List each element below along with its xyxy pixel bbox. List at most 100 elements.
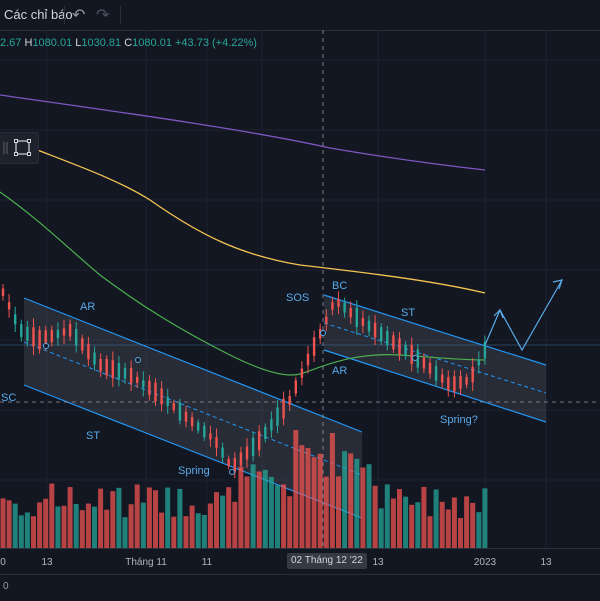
- projection-path[interactable]: [484, 279, 563, 352]
- candle-body: [251, 437, 255, 457]
- volume-bar: [73, 503, 79, 548]
- candle-body: [483, 341, 487, 359]
- time-axis[interactable]: 0 13 Tháng 11 11 13 2023 13: [0, 548, 600, 575]
- volume-bar: [390, 498, 396, 548]
- channel-right[interactable]: [323, 294, 547, 423]
- candle-body: [81, 338, 84, 351]
- rectangle-tool-icon[interactable]: [0, 133, 38, 163]
- volume-bar: [476, 512, 482, 548]
- redo-icon[interactable]: ↷: [96, 7, 110, 24]
- volume-bar: [311, 457, 317, 548]
- volume-bar: [140, 502, 146, 548]
- volume-bar: [226, 487, 232, 548]
- volume-bar: [299, 445, 305, 548]
- candle-body: [117, 363, 121, 380]
- candle-body: [288, 395, 291, 405]
- candle-body: [93, 352, 96, 365]
- volume-bar: [61, 505, 67, 548]
- candle-body: [453, 376, 456, 392]
- bottom-zero-label: 0: [3, 581, 9, 592]
- candle-body: [111, 360, 114, 379]
- toolbar-divider: [64, 6, 65, 24]
- candle-body: [184, 411, 188, 422]
- volume-bar: [348, 453, 354, 548]
- candle-body: [129, 367, 133, 384]
- candle-body: [264, 426, 267, 440]
- candle-body: [343, 302, 346, 313]
- indicators-button[interactable]: Các chỉ báo: [4, 7, 73, 22]
- candle-body: [203, 425, 206, 438]
- candle-body: [367, 320, 371, 332]
- candle-body: [221, 447, 224, 458]
- volume-bar: [415, 502, 421, 548]
- candle-body: [331, 302, 334, 310]
- volume-bar: [0, 498, 6, 548]
- annotation-ar-right: AR: [332, 365, 347, 377]
- candle-body: [325, 316, 328, 324]
- volume-bar: [439, 501, 445, 548]
- volume-bar: [329, 432, 335, 548]
- volume-bar: [79, 510, 85, 548]
- volume-bar: [232, 501, 238, 548]
- volume-bar: [195, 513, 201, 548]
- candle-body: [1, 288, 5, 297]
- volume-bar: [171, 516, 177, 548]
- candle-body: [50, 329, 53, 343]
- candle-body: [20, 324, 23, 338]
- candle-body: [209, 433, 212, 440]
- volume-bar: [421, 486, 427, 548]
- price-candles: [1, 283, 487, 479]
- low-label: L: [75, 37, 82, 49]
- candle-body: [14, 314, 17, 325]
- volume-bar: [293, 430, 299, 548]
- close-value: 1080.01: [132, 37, 172, 49]
- volume-bar: [201, 514, 207, 548]
- high-label: H: [24, 37, 33, 49]
- channel-left[interactable]: [23, 297, 363, 519]
- candle-body: [172, 402, 175, 411]
- drawing-toolbox[interactable]: [0, 132, 39, 164]
- volume-bar: [110, 491, 116, 548]
- volume-bar: [378, 508, 384, 548]
- candle-body: [392, 335, 395, 350]
- candle-body: [404, 344, 407, 357]
- undo-icon[interactable]: ↶: [72, 7, 86, 24]
- candle-body: [227, 458, 230, 467]
- price-chart[interactable]: AR ST SC Spring SOS BC ST AR Spring?: [0, 0, 600, 548]
- volume-bar: [317, 453, 323, 548]
- volume-bar: [354, 458, 360, 548]
- ma-orange-line: [0, 134, 486, 294]
- volume-bar: [470, 502, 476, 548]
- candle-body: [233, 457, 236, 473]
- candle-body: [422, 357, 426, 369]
- volume-bar: [183, 516, 189, 548]
- ma-purple-line: [0, 94, 486, 171]
- volume-bar: [256, 471, 262, 548]
- time-label: 13: [372, 557, 384, 568]
- candle-body: [465, 377, 468, 385]
- candle-body: [75, 328, 78, 346]
- annotation-spring-left: Spring: [178, 465, 210, 477]
- ma-green-line: [0, 191, 486, 376]
- candle-body: [459, 375, 462, 389]
- low-value: 1030.81: [81, 37, 122, 49]
- volume-bar: [323, 476, 329, 548]
- volume-bar: [482, 488, 488, 548]
- bottom-bar: 0: [0, 574, 600, 601]
- top-toolbar: Các chỉ báo ↶ ↷: [0, 0, 600, 31]
- candle-body: [166, 396, 169, 407]
- candle-body: [245, 446, 249, 460]
- volume-bar: [445, 509, 451, 548]
- volume-bar: [464, 496, 470, 548]
- candle-body: [38, 330, 41, 350]
- volume-bar: [360, 467, 366, 548]
- volume-bar: [85, 503, 91, 548]
- candle-body: [337, 298, 340, 307]
- volume-bar: [220, 495, 226, 548]
- annotation-st-right: ST: [401, 307, 415, 319]
- candle-body: [99, 359, 102, 372]
- volume-bar: [43, 498, 49, 548]
- change-value: +43.73 (+4.22%): [175, 37, 257, 49]
- candle-body: [471, 366, 474, 383]
- annotation-sc: SC: [1, 392, 16, 404]
